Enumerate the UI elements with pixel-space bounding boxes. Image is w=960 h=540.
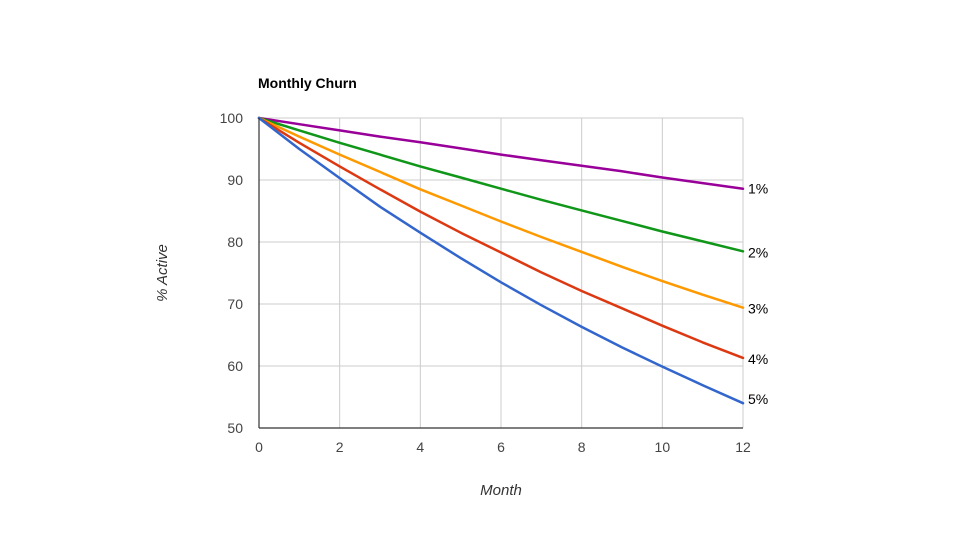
y-tick-label: 50 [227,420,243,436]
y-tick-label: 100 [220,110,244,126]
y-tick-label: 60 [227,358,243,374]
x-tick-label: 2 [336,439,344,455]
y-axis-title: % Active [154,244,171,302]
x-tick-label: 0 [255,439,263,455]
series-end-label: 2% [748,244,768,260]
series-end-label: 4% [748,351,768,367]
y-tick-label: 70 [227,296,243,312]
axes: 0 2 4 6 8 10 12 100 90 80 70 60 50 [220,110,751,455]
x-tick-label: 4 [416,439,424,455]
x-tick-label: 12 [735,439,751,455]
grid-lines [259,117,744,428]
y-tick-label: 90 [227,172,243,188]
series-end-labels: 1% 2% 3% 4% 5% [748,181,768,408]
series-line-4pct [257,116,745,360]
series-end-label: 1% [748,181,768,197]
x-tick-label: 8 [578,439,586,455]
series-line-5pct [257,116,745,405]
series-lines [257,116,745,405]
series-end-label: 3% [748,301,768,317]
series-end-label: 5% [748,391,768,407]
x-tick-label: 6 [497,439,505,455]
x-tick-label: 10 [655,439,671,455]
x-axis-title: Month [480,482,522,499]
series-line-1pct [257,116,745,190]
y-tick-label: 80 [227,234,243,250]
series-line-2pct [257,116,745,253]
series-line-3pct [257,116,745,309]
chart-title: Monthly Churn [258,75,357,91]
